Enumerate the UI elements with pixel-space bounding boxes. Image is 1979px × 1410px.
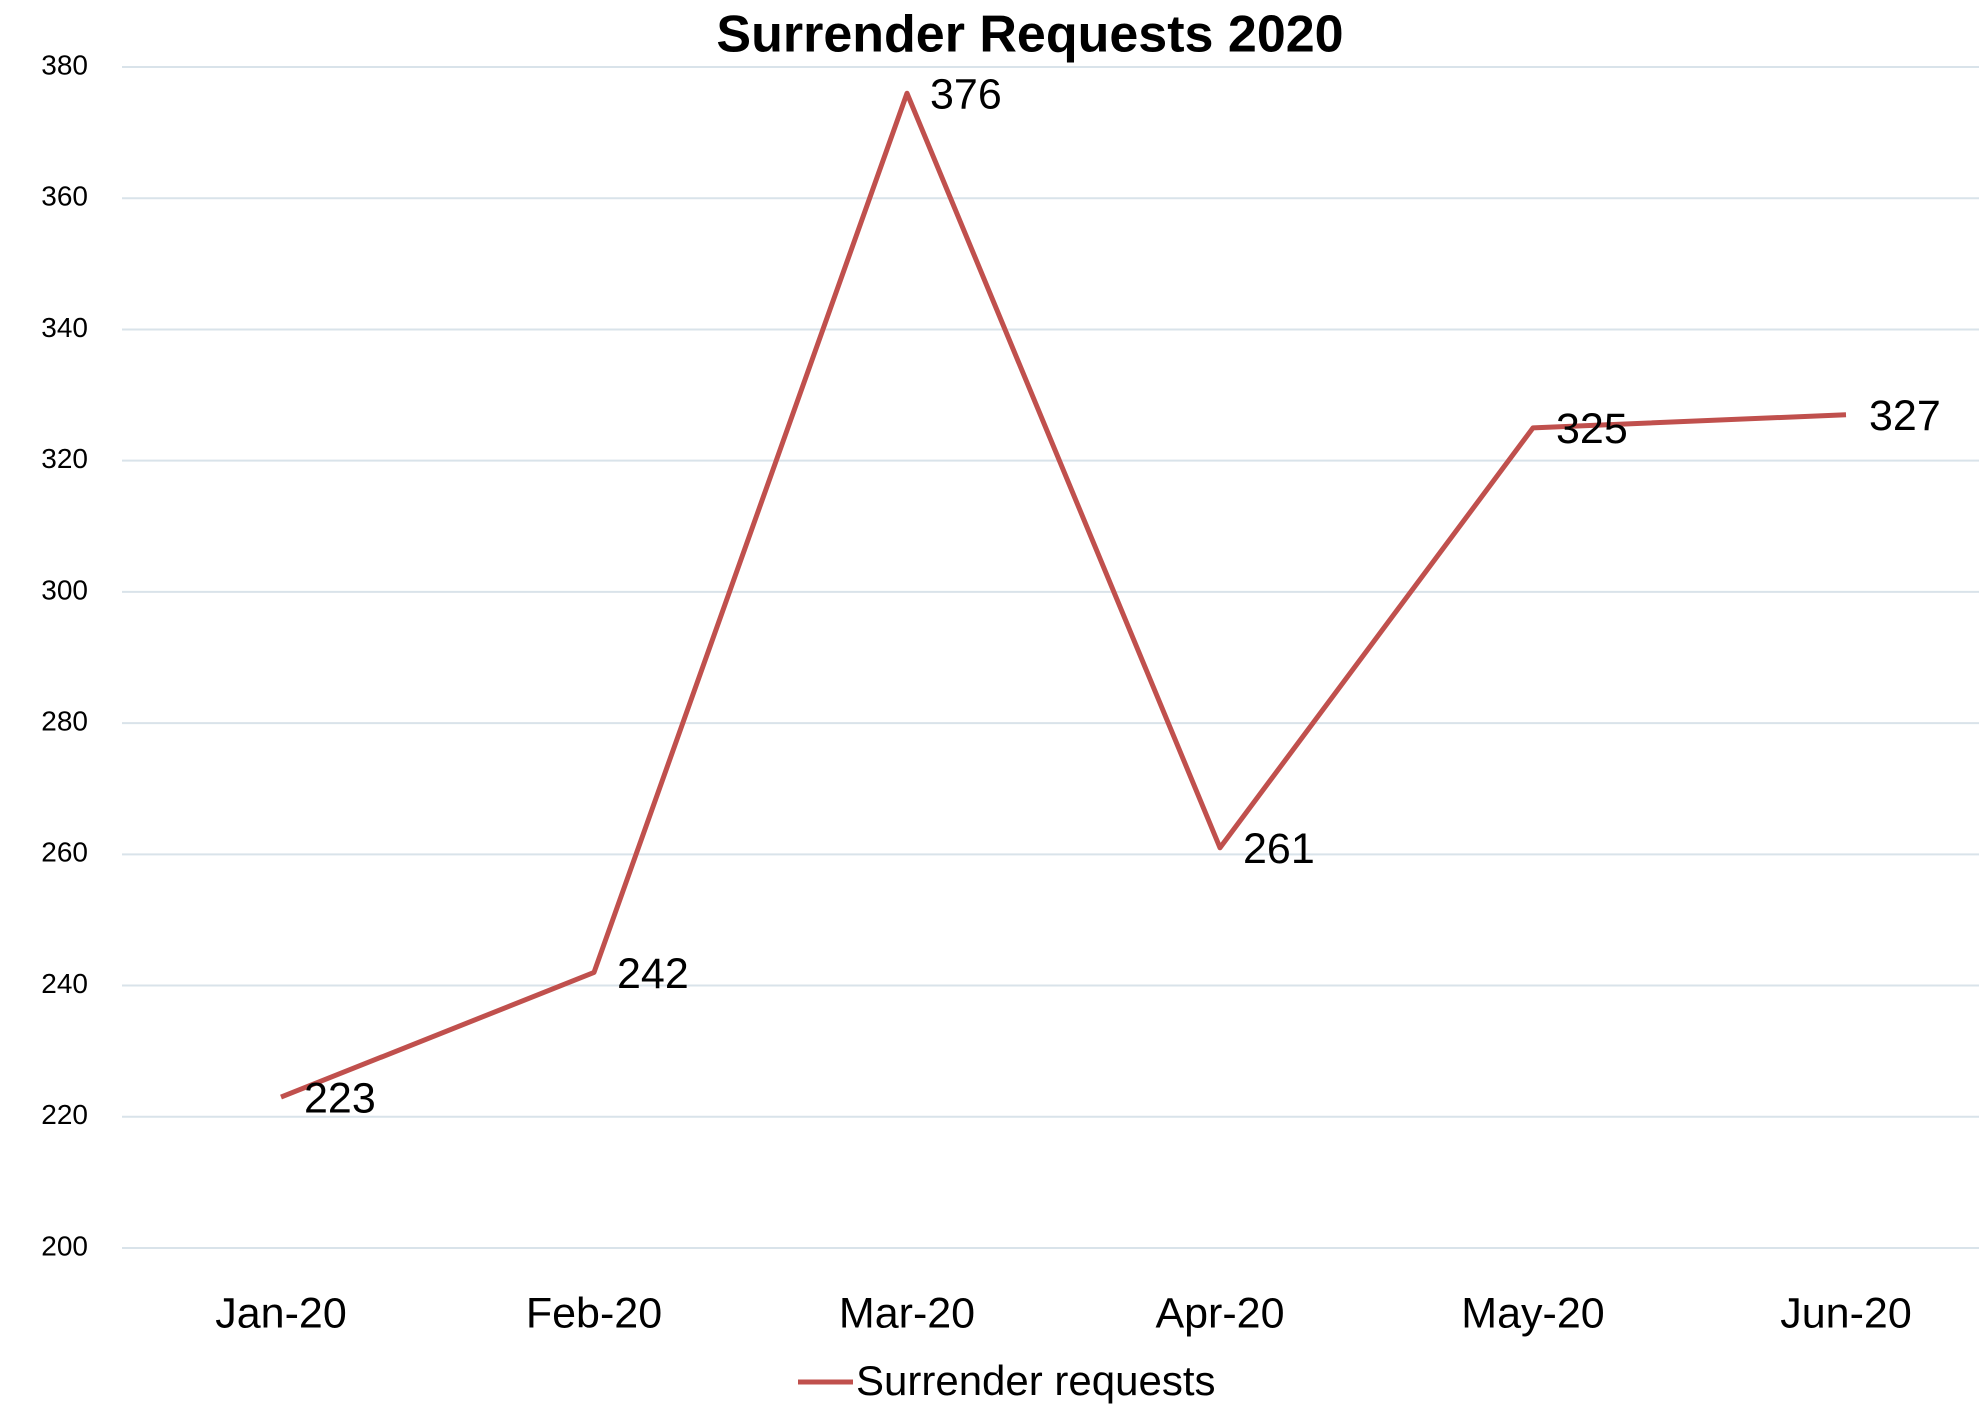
y-tick-label: 340 (41, 312, 88, 343)
x-tick-label: Mar-20 (839, 1289, 975, 1337)
x-tick-label: Jun-20 (1780, 1289, 1911, 1337)
y-tick-label: 260 (41, 837, 88, 868)
data-label: 376 (930, 71, 1002, 119)
y-tick-label: 240 (41, 968, 88, 999)
data-label: 261 (1243, 825, 1315, 873)
y-tick-label: 300 (41, 574, 88, 605)
x-tick-label: Apr-20 (1155, 1289, 1284, 1337)
y-tick-label: 360 (41, 181, 88, 212)
y-tick-label: 320 (41, 443, 88, 474)
line-series (280, 90, 1847, 1100)
x-tick-label: Feb-20 (526, 1289, 662, 1337)
data-label: 242 (617, 950, 689, 998)
chart-title: Surrender Requests 2020 (716, 6, 1343, 64)
data-label: 325 (1556, 405, 1628, 453)
data-label: 327 (1869, 392, 1941, 440)
y-tick-label: 380 (41, 49, 88, 80)
data-label: 223 (304, 1074, 376, 1122)
y-tick-label: 200 (41, 1230, 88, 1261)
x-tick-label: Jan-20 (215, 1289, 346, 1337)
x-tick-label: May-20 (1461, 1289, 1604, 1337)
legend-label: Surrender requests (856, 1357, 1216, 1404)
y-tick-label: 280 (41, 706, 88, 737)
y-tick-label: 220 (41, 1099, 88, 1130)
